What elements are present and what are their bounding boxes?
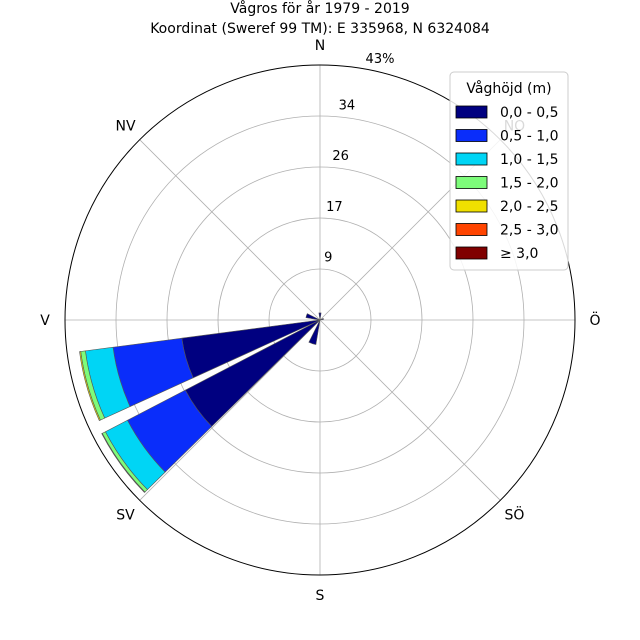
radial-tick-label: 17 [326, 200, 343, 215]
grid-ring-0 [268, 268, 372, 372]
legend-title: Våghöjd (m) [466, 80, 551, 97]
radial-tick-labels: 9 17 26 34 [324, 99, 355, 266]
sector-s-bin-0 [308, 319, 321, 345]
grid-ring-2 [166, 166, 474, 474]
polar-grid [64, 64, 576, 576]
legend-label-2: 1,0 - 1,5 [500, 152, 558, 168]
direction-label-nv: NV [116, 119, 136, 135]
sector-ö-bin-0 [319, 318, 324, 321]
sector-sv-bin-4 [101, 432, 146, 493]
legend-label-1: 0,5 - 1,0 [500, 129, 558, 145]
sector-v-bin-4 [79, 351, 101, 421]
direction-label-sv: SV [116, 507, 135, 523]
direction-label-s: S [316, 588, 325, 604]
legend-swatch-5 [455, 223, 488, 236]
spoke-nv [139, 139, 321, 321]
radial-tick-label: 34 [339, 99, 356, 114]
direction-label-v: V [40, 313, 50, 329]
legend-label-0: 0,0 - 0,5 [500, 105, 558, 121]
legend-label-4: 2,0 - 2,5 [500, 199, 558, 215]
spoke-sö [319, 319, 501, 501]
legend-label-6: ≥ 3,0 [500, 246, 538, 262]
grid-ring-3 [115, 115, 525, 525]
sectors [79, 312, 324, 493]
legend-swatch-2 [455, 152, 488, 166]
legend: Våghöjd (m) 0,0 - 0,5 0,5 - 1,0 1,0 - 1,5 1,… [449, 71, 569, 271]
legend-label-3: 1,5 - 2,0 [500, 176, 558, 192]
direction-label-n: N [315, 38, 325, 54]
chart-title: Vågros för år 1979 - 2019 [230, 0, 409, 17]
rmax-label: 43% [366, 52, 395, 67]
legend-swatch-4 [455, 199, 488, 213]
direction-label-ö: Ö [589, 311, 600, 329]
sector-n-bin-0 [318, 312, 322, 321]
sector-nv-bin-0 [305, 313, 321, 321]
grid-ring-1 [217, 217, 423, 423]
radial-tick-label: 26 [332, 149, 349, 164]
legend-swatch-0 [455, 105, 488, 119]
radial-tick-label: 9 [324, 250, 332, 265]
legend-swatch-1 [455, 129, 488, 142]
legend-swatch-6 [455, 246, 488, 260]
legend-swatch-3 [455, 176, 488, 189]
outer-ring [64, 64, 576, 576]
spoke-sv [139, 319, 321, 501]
direction-label-sö: SÖ [505, 505, 525, 523]
chart-subtitle: Koordinat (Sweref 99 TM): E 335968, N 63… [150, 21, 490, 37]
legend-label-5: 2,5 - 3,0 [500, 223, 558, 239]
legend-box [449, 71, 569, 271]
